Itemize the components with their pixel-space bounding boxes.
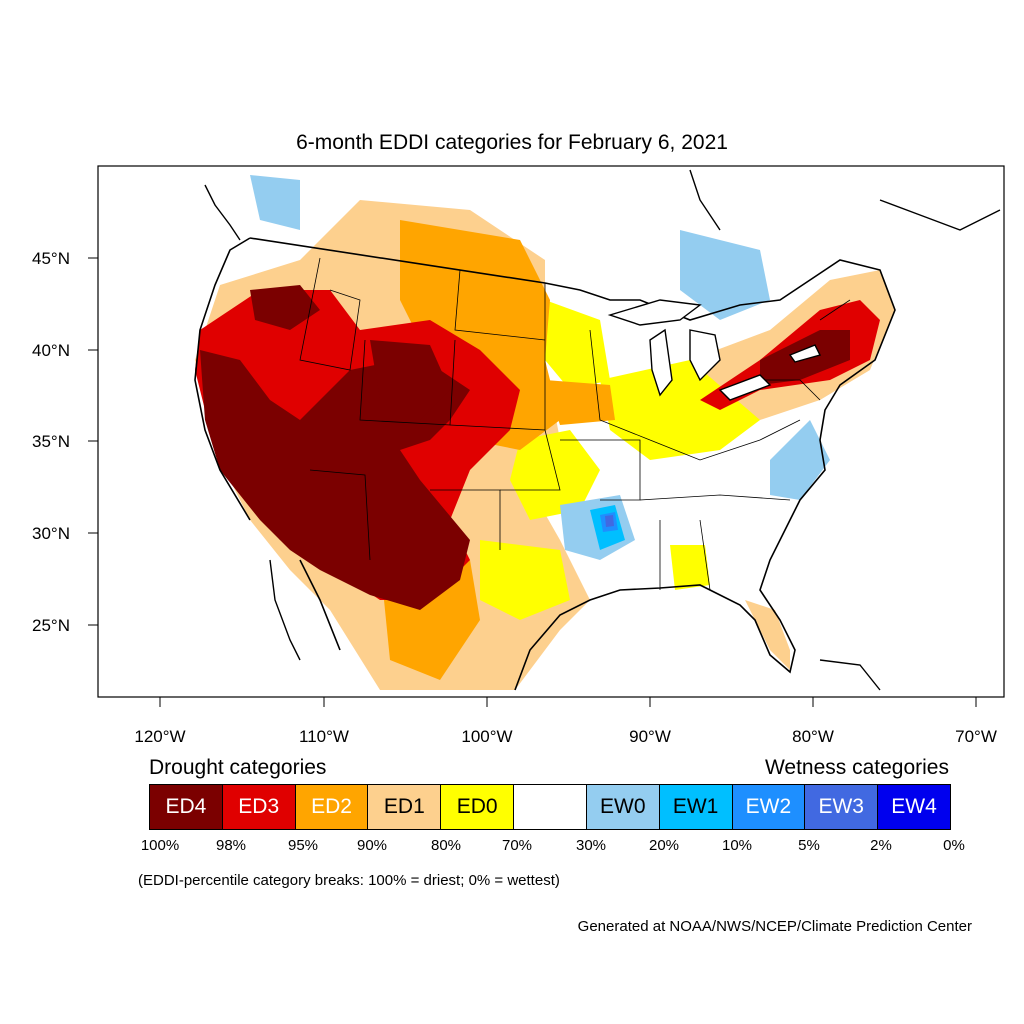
credit-line: Generated at NOAA/NWS/NCEP/Climate Predi… xyxy=(577,918,972,935)
pct-label: 5% xyxy=(798,837,820,854)
legend-ew2: EW2 xyxy=(732,785,806,829)
pct-label: 70% xyxy=(501,837,533,854)
conus-outline xyxy=(194,237,896,691)
ed2-plains xyxy=(400,220,560,450)
lat-label-30: 30°N xyxy=(32,524,70,543)
category-note: (EDDI-percentile category breaks: 100% =… xyxy=(138,872,560,889)
coast-fragments xyxy=(204,169,1001,691)
ew0-carolinas xyxy=(770,420,830,500)
axis-ticks xyxy=(88,257,977,707)
legend-ed1: ED1 xyxy=(368,785,442,829)
ew3-arkansas xyxy=(605,515,614,527)
lat-label-45: 45°N xyxy=(32,249,70,268)
lat-label-35: 35°N xyxy=(32,432,70,451)
legend-colorbar: ED4 ED3 ED2 ED1 ED0 EW0 EW1 EW2 EW3 EW4 xyxy=(149,784,951,830)
ed4-colorado xyxy=(370,340,450,420)
lon-label-100: 100°W xyxy=(461,727,512,746)
pct-label: 10% xyxy=(721,837,753,854)
legend-ed0: ED0 xyxy=(441,785,515,829)
great-lakes xyxy=(607,299,822,401)
ed0-midwest xyxy=(600,360,760,460)
map-title: 6-month EDDI categories for February 6, … xyxy=(296,131,728,154)
legend-ew4: EW4 xyxy=(878,785,950,829)
pct-label: 20% xyxy=(648,837,680,854)
legend-ew1: EW1 xyxy=(659,785,733,829)
drought-heading: Drought categories xyxy=(149,756,327,779)
pct-label: 95% xyxy=(287,837,319,854)
ed1-florida xyxy=(745,600,790,670)
lon-label-120: 120°W xyxy=(134,727,185,746)
map-field xyxy=(190,169,1001,691)
pct-label: 0% xyxy=(943,837,965,854)
legend-ew0: EW0 xyxy=(586,785,660,829)
map-frame xyxy=(97,165,1005,698)
pct-label: 98% xyxy=(215,837,247,854)
lat-label-25: 25°N xyxy=(32,616,70,635)
pct-label: 2% xyxy=(870,837,892,854)
pct-label: 80% xyxy=(430,837,462,854)
pct-label: 100% xyxy=(140,837,180,854)
lat-label-40: 40°N xyxy=(32,341,70,360)
legend-ed2: ED2 xyxy=(295,785,369,829)
pct-label: 90% xyxy=(356,837,388,854)
ed0-north xyxy=(545,300,610,390)
lon-label-110: 110°W xyxy=(299,727,349,746)
lon-label-70: 70°W xyxy=(955,727,997,746)
ew0-northwest xyxy=(250,175,300,230)
state-borders xyxy=(299,257,851,591)
ed4-west xyxy=(200,350,470,610)
ed0-plains xyxy=(510,430,600,520)
ed0-alabama xyxy=(670,545,710,590)
legend-ed4: ED4 xyxy=(150,785,223,829)
lon-label-80: 80°W xyxy=(792,727,834,746)
pct-label: 30% xyxy=(575,837,607,854)
ed2-iowa xyxy=(545,380,615,425)
wetness-heading: Wetness categories xyxy=(764,756,949,779)
legend-ed3: ED3 xyxy=(222,785,296,829)
legend-ew3: EW3 xyxy=(805,785,879,829)
lon-label-90: 90°W xyxy=(629,727,671,746)
ed0-south-texas xyxy=(480,540,570,620)
ew0-great-lakes xyxy=(680,230,770,320)
ed4-northwest xyxy=(250,285,320,330)
legend-neutral xyxy=(514,785,587,829)
